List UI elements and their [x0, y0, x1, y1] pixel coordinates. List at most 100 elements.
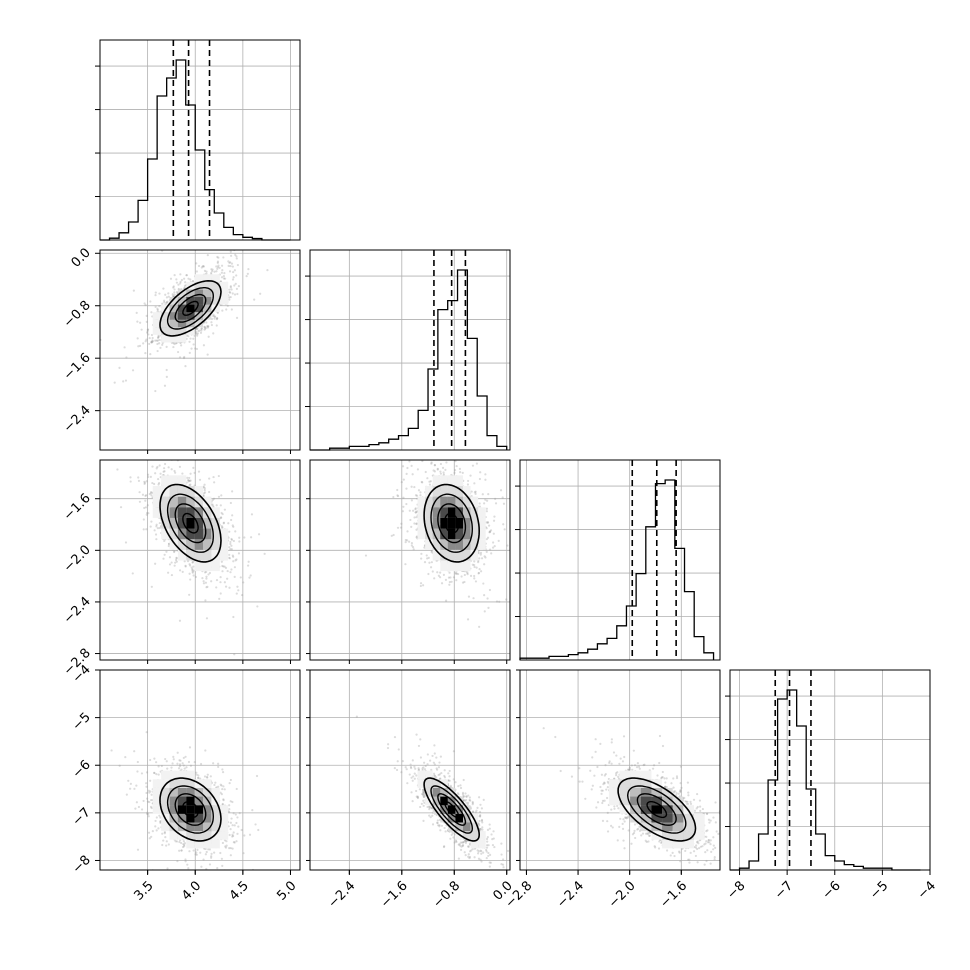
sample-point	[131, 572, 134, 575]
sample-point	[189, 278, 192, 281]
sample-point	[233, 575, 236, 579]
sample-point	[202, 580, 205, 583]
sample-point	[210, 268, 213, 271]
sample-point	[136, 337, 139, 340]
sample-point	[175, 281, 179, 284]
sample-point	[242, 581, 245, 584]
density-bin	[219, 281, 229, 290]
sample-point	[266, 269, 269, 272]
sample-point	[168, 563, 172, 566]
diag-panel-2	[515, 459, 721, 661]
sample-point	[149, 300, 152, 303]
sample-point	[235, 274, 238, 277]
sample-point	[197, 330, 200, 333]
sample-point	[232, 270, 235, 274]
sample-point	[229, 295, 232, 299]
sample-point	[208, 477, 211, 480]
sample-point	[189, 472, 192, 475]
sample-point	[206, 353, 209, 356]
sample-point	[228, 586, 231, 589]
density-bin	[194, 281, 204, 290]
sample-point	[146, 328, 150, 331]
sample-point	[198, 478, 202, 481]
panel-background	[100, 40, 300, 240]
sample-point	[191, 570, 194, 573]
sample-point	[213, 270, 216, 273]
sample-point	[174, 342, 177, 345]
sample-point	[145, 314, 148, 318]
sample-point	[231, 278, 235, 281]
sample-point	[230, 548, 233, 551]
density-bin	[211, 289, 220, 297]
sample-point	[161, 302, 164, 305]
sample-point	[205, 321, 208, 324]
sample-point	[189, 564, 192, 567]
sample-point	[232, 539, 235, 543]
sample-point	[135, 311, 138, 314]
sample-point	[184, 281, 187, 284]
sample-point	[177, 283, 180, 286]
sample-point	[237, 285, 240, 288]
density-bin	[161, 327, 170, 335]
density-bin	[203, 312, 212, 320]
sample-point	[162, 557, 165, 560]
sample-point	[230, 288, 233, 291]
sample-point	[183, 560, 186, 563]
sample-point	[159, 472, 162, 475]
sample-point	[144, 303, 147, 307]
sample-point	[219, 504, 222, 507]
sample-point	[234, 253, 237, 256]
sample-point	[216, 317, 219, 320]
sample-point	[148, 492, 151, 496]
sample-point	[194, 347, 197, 350]
sample-point	[163, 299, 166, 302]
sample-point	[144, 352, 147, 355]
sample-point	[174, 471, 177, 474]
sample-point	[235, 255, 238, 258]
sample-point	[221, 526, 224, 529]
sample-point	[168, 556, 172, 559]
density-bin	[169, 304, 178, 313]
panel-background	[310, 250, 510, 450]
sample-point	[212, 314, 215, 318]
sample-point	[223, 508, 226, 511]
sample-point	[204, 327, 207, 330]
sample-point	[245, 274, 248, 278]
sample-point	[164, 293, 167, 296]
sample-point	[194, 328, 197, 331]
sample-point	[230, 537, 233, 541]
sample-point	[183, 355, 186, 359]
sample-point	[191, 561, 194, 564]
sample-point	[173, 342, 176, 346]
sample-point	[236, 263, 239, 267]
sample-point	[156, 349, 159, 353]
sample-point	[165, 301, 168, 304]
sample-point	[203, 328, 206, 331]
sample-point	[215, 265, 218, 268]
density-bin	[211, 281, 220, 290]
sample-point	[227, 264, 230, 267]
sample-point	[212, 497, 216, 500]
sample-point	[229, 264, 232, 268]
sample-point	[188, 479, 191, 483]
sample-point	[142, 518, 145, 521]
sample-point	[223, 581, 226, 584]
sample-point	[142, 342, 145, 345]
sample-point	[124, 379, 128, 382]
sample-point	[150, 520, 153, 523]
sample-point	[240, 593, 244, 597]
density-bin	[169, 319, 178, 328]
sample-point	[189, 578, 192, 581]
sample-point	[223, 565, 226, 568]
sample-point	[187, 277, 190, 280]
sample-point	[149, 475, 152, 478]
sample-point	[155, 538, 158, 541]
sample-point	[221, 526, 224, 530]
sample-point	[162, 287, 165, 290]
sample-point	[226, 577, 229, 580]
sample-point	[172, 285, 175, 288]
sample-point	[213, 481, 216, 484]
sample-point	[226, 304, 229, 307]
sample-point	[212, 332, 215, 335]
sample-point	[243, 536, 246, 539]
